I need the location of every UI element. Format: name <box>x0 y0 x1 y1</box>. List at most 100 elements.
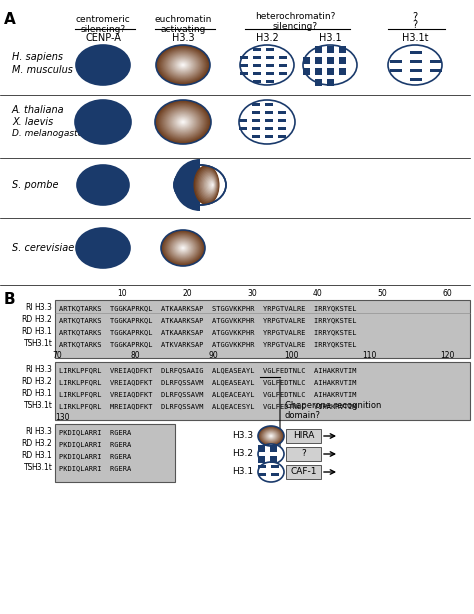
Text: H3.3: H3.3 <box>232 432 253 440</box>
Bar <box>253 79 261 82</box>
Bar <box>239 119 247 122</box>
Bar <box>258 445 265 451</box>
Ellipse shape <box>181 120 185 123</box>
Ellipse shape <box>167 235 199 261</box>
Bar <box>258 456 265 462</box>
Bar <box>278 126 286 130</box>
Ellipse shape <box>178 61 188 69</box>
Ellipse shape <box>162 49 205 81</box>
Ellipse shape <box>239 100 295 144</box>
Bar <box>303 56 310 63</box>
Ellipse shape <box>171 238 195 258</box>
Text: LIRKLPFQRL  VREIAQDFKT  DLRFQSSAVM  ALQEASEAYL  VGLFEDTNLC  AIHAKRVTIM: LIRKLPFQRL VREIAQDFKT DLRFQSSAVM ALQEASE… <box>59 379 356 385</box>
Bar <box>316 68 322 74</box>
Ellipse shape <box>199 170 218 200</box>
Ellipse shape <box>262 429 281 443</box>
Text: RI: RI <box>26 365 33 375</box>
Bar <box>55 424 175 482</box>
Bar <box>253 71 261 74</box>
Text: 130: 130 <box>55 413 69 422</box>
Text: RI: RI <box>26 303 33 313</box>
Text: ?: ? <box>301 449 306 459</box>
Text: RD: RD <box>22 389 33 398</box>
Bar <box>239 126 247 130</box>
Ellipse shape <box>261 429 281 444</box>
Text: RD: RD <box>22 316 33 325</box>
Ellipse shape <box>266 432 276 440</box>
Ellipse shape <box>176 242 191 254</box>
Ellipse shape <box>197 169 218 201</box>
Ellipse shape <box>175 116 191 128</box>
Ellipse shape <box>76 228 130 268</box>
Ellipse shape <box>163 232 203 264</box>
Bar <box>266 79 274 82</box>
Ellipse shape <box>155 100 211 144</box>
Bar <box>328 68 335 74</box>
Bar <box>252 134 260 138</box>
Bar <box>253 47 261 50</box>
Bar <box>278 119 286 122</box>
Bar <box>279 71 287 74</box>
Ellipse shape <box>169 236 197 259</box>
Text: D. melanogaster: D. melanogaster <box>12 130 87 139</box>
Ellipse shape <box>268 434 273 438</box>
Ellipse shape <box>202 174 217 196</box>
Ellipse shape <box>388 45 442 85</box>
Bar <box>240 55 248 58</box>
Ellipse shape <box>303 45 357 85</box>
Ellipse shape <box>259 427 283 445</box>
Ellipse shape <box>166 52 200 77</box>
Ellipse shape <box>180 246 186 251</box>
Ellipse shape <box>168 235 199 260</box>
Ellipse shape <box>271 436 272 437</box>
Ellipse shape <box>182 247 184 249</box>
Bar <box>271 465 279 467</box>
Ellipse shape <box>260 428 282 445</box>
Bar <box>286 465 321 479</box>
Text: RD: RD <box>22 440 33 448</box>
Ellipse shape <box>176 117 190 127</box>
Ellipse shape <box>267 433 275 440</box>
Ellipse shape <box>159 47 207 83</box>
Text: Chaperone recognition
domain?: Chaperone recognition domain? <box>285 401 382 420</box>
Bar <box>271 445 277 451</box>
Text: 20: 20 <box>182 289 192 298</box>
Bar <box>410 50 422 53</box>
Text: CAF-1: CAF-1 <box>290 467 317 476</box>
Bar <box>339 68 346 74</box>
Text: LIRKLPFQRL  VREIAQDFKT  DLRFQSAAIG  ALQEASEAYL  VGLFEDTNLC  AIHAKRVTIM: LIRKLPFQRL VREIAQDFKT DLRFQSAAIG ALQEASE… <box>59 367 356 373</box>
Text: H3.1: H3.1 <box>34 327 52 336</box>
Ellipse shape <box>209 181 214 189</box>
Text: 70: 70 <box>52 351 62 360</box>
Ellipse shape <box>181 246 185 250</box>
Bar <box>410 60 422 63</box>
Text: 10: 10 <box>117 289 127 298</box>
Ellipse shape <box>170 56 196 74</box>
Text: H3.2: H3.2 <box>34 378 52 386</box>
Ellipse shape <box>158 46 208 84</box>
Text: euchromatin
activating: euchromatin activating <box>155 15 212 34</box>
Bar <box>328 56 335 63</box>
Ellipse shape <box>166 109 200 135</box>
Bar <box>240 71 248 74</box>
Ellipse shape <box>240 45 294 85</box>
Bar <box>265 126 273 130</box>
Text: H3.1: H3.1 <box>232 467 253 476</box>
Ellipse shape <box>177 60 189 69</box>
Ellipse shape <box>195 166 219 204</box>
Ellipse shape <box>175 59 191 71</box>
Text: M. musculus: M. musculus <box>12 65 73 75</box>
Bar <box>266 47 274 50</box>
Bar <box>258 473 266 475</box>
Text: H3.1: H3.1 <box>319 33 341 43</box>
Ellipse shape <box>210 182 214 188</box>
Ellipse shape <box>174 115 191 128</box>
Bar <box>271 456 277 462</box>
Bar <box>430 69 442 71</box>
Ellipse shape <box>182 247 184 249</box>
Ellipse shape <box>175 241 191 255</box>
Ellipse shape <box>177 118 189 126</box>
Bar <box>390 60 402 63</box>
Ellipse shape <box>258 426 284 446</box>
Text: H3.1t: H3.1t <box>31 340 52 349</box>
